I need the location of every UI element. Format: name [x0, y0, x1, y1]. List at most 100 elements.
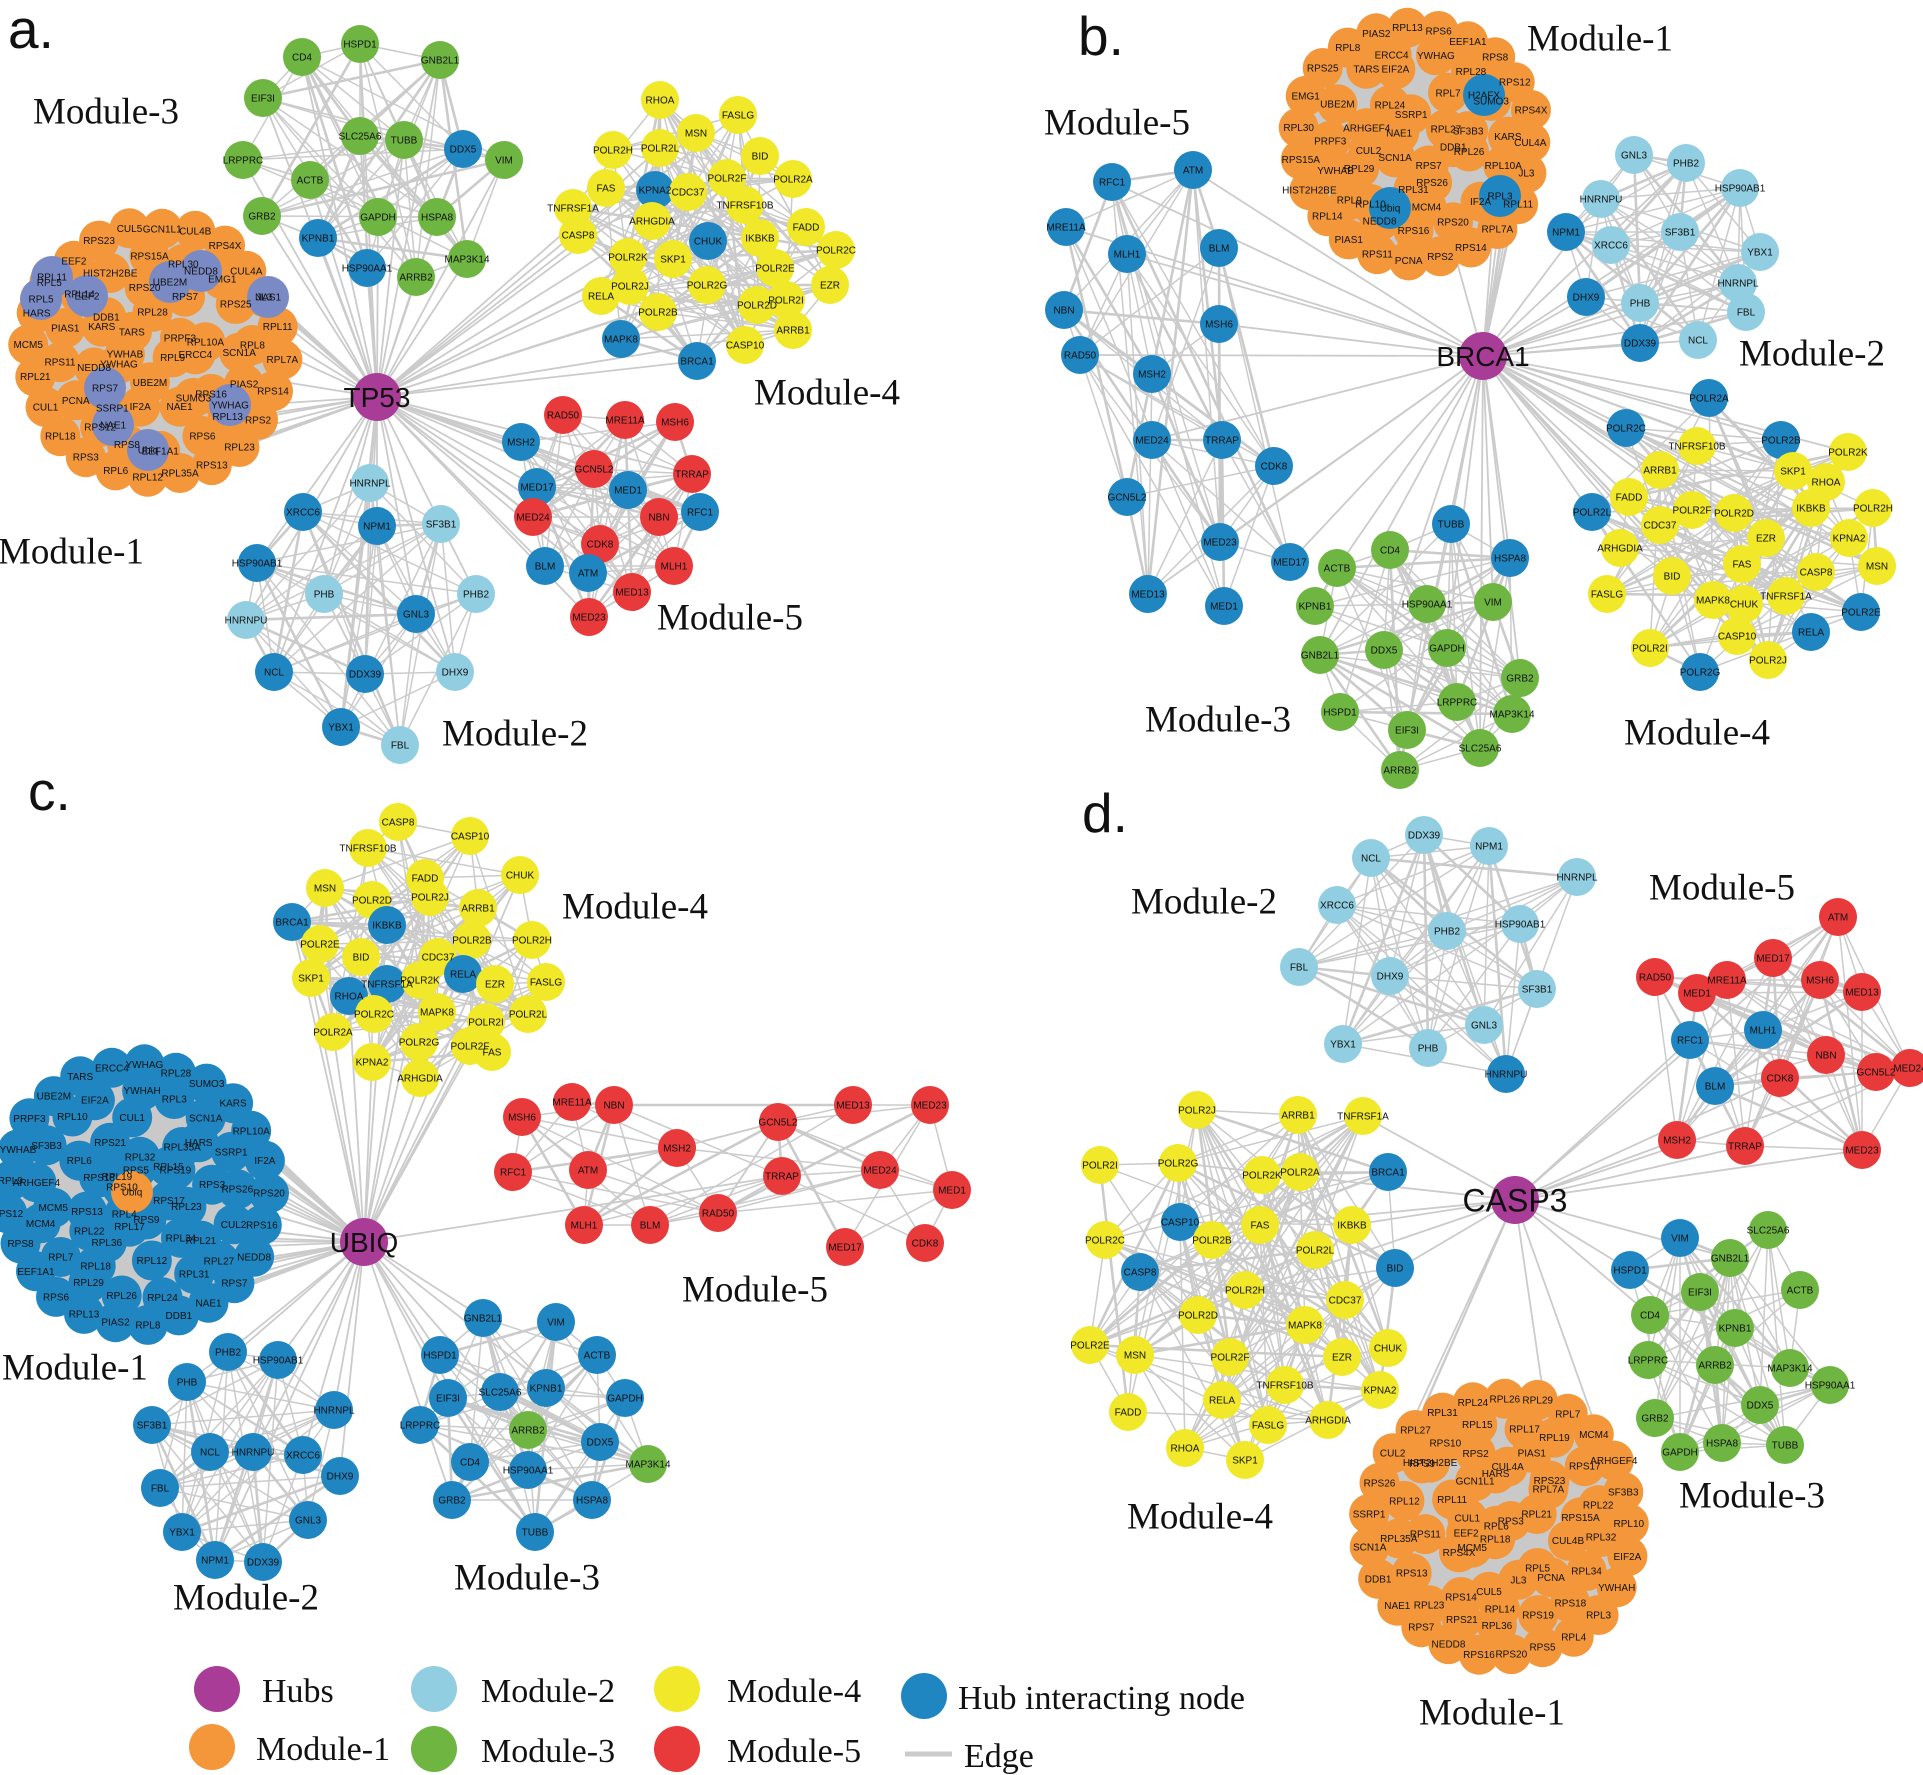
svg-text:RPL32: RPL32 [125, 1152, 156, 1163]
svg-text:RPL7: RPL7 [1435, 88, 1460, 99]
svg-text:RPL11: RPL11 [37, 273, 67, 284]
svg-text:KARS: KARS [1494, 132, 1522, 143]
svg-text:RPL4: RPL4 [1561, 1632, 1586, 1643]
svg-text:RPL6: RPL6 [1484, 1521, 1509, 1532]
svg-text:RPL23: RPL23 [171, 1202, 202, 1213]
svg-text:RPL19: RPL19 [1539, 1433, 1570, 1444]
svg-text:CUL4B: CUL4B [179, 226, 212, 237]
svg-text:CUL4A: CUL4A [1492, 1462, 1525, 1473]
svg-text:TNFRSF1A: TNFRSF1A [1337, 1112, 1389, 1123]
svg-text:CDC37: CDC37 [1329, 1296, 1362, 1307]
svg-text:RPS17: RPS17 [1569, 1462, 1601, 1473]
svg-text:POLR2G: POLR2G [1158, 1159, 1199, 1170]
svg-text:KPNA2: KPNA2 [1364, 1386, 1397, 1397]
svg-text:MCM5: MCM5 [38, 1203, 68, 1214]
svg-text:EZR: EZR [1756, 534, 1776, 545]
svg-text:CDK8: CDK8 [912, 1239, 939, 1250]
svg-text:RPL30: RPL30 [1283, 123, 1314, 134]
svg-text:RPL6: RPL6 [67, 1156, 92, 1167]
svg-text:DDB1: DDB1 [93, 313, 120, 324]
svg-text:Module-1: Module-1 [1527, 18, 1673, 59]
svg-text:POLR2D: POLR2D [1714, 509, 1754, 520]
svg-text:CASP3: CASP3 [1463, 1183, 1568, 1219]
svg-text:RPL13: RPL13 [69, 1309, 100, 1320]
svg-text:IKBKB: IKBKB [1796, 504, 1826, 515]
svg-text:POLR2C: POLR2C [1085, 1236, 1125, 1247]
svg-text:UBIQ: UBIQ [330, 1227, 398, 1258]
svg-text:EEF2: EEF2 [61, 256, 86, 267]
svg-text:TUBB: TUBB [1438, 520, 1465, 531]
svg-text:RPL24: RPL24 [147, 1293, 178, 1304]
svg-text:MSN: MSN [1866, 562, 1888, 573]
svg-text:RPL8: RPL8 [1335, 43, 1360, 54]
svg-text:CUL5: CUL5 [117, 224, 143, 235]
svg-text:POLR2H: POLR2H [512, 936, 552, 947]
svg-text:RPL22: RPL22 [74, 1226, 105, 1237]
svg-text:POLR2A: POLR2A [773, 175, 813, 186]
svg-text:GNB2L1: GNB2L1 [464, 1314, 503, 1325]
svg-text:RPL36: RPL36 [92, 1238, 123, 1249]
svg-text:PCNA: PCNA [1395, 256, 1423, 267]
svg-text:RPL35A: RPL35A [1380, 1534, 1418, 1545]
svg-text:RPS4X: RPS4X [209, 241, 242, 252]
svg-text:Module-4: Module-4 [754, 372, 900, 413]
svg-text:POLR2G: POLR2G [399, 1038, 440, 1049]
svg-text:Module-3: Module-3 [481, 1733, 615, 1770]
svg-text:RPL30: RPL30 [168, 260, 199, 271]
svg-text:Module-4: Module-4 [727, 1673, 861, 1710]
svg-text:POLR2I: POLR2I [1632, 644, 1668, 655]
svg-text:RPS16: RPS16 [1398, 226, 1430, 237]
svg-text:POLR2B: POLR2B [1192, 1236, 1232, 1247]
svg-text:DDX5: DDX5 [1747, 1401, 1774, 1412]
svg-text:GRB2: GRB2 [1506, 674, 1534, 685]
svg-text:RPL10: RPL10 [1614, 1519, 1645, 1530]
svg-text:TRRAP: TRRAP [1205, 436, 1239, 447]
svg-text:POLR2B: POLR2B [452, 936, 492, 947]
svg-text:Module-2: Module-2 [1131, 881, 1277, 922]
svg-text:POLR2C: POLR2C [1606, 424, 1646, 435]
svg-text:RPL12: RPL12 [1389, 1496, 1420, 1507]
svg-text:TARS: TARS [1353, 64, 1379, 75]
svg-text:POLR2E: POLR2E [755, 264, 795, 275]
svg-text:YWHAB: YWHAB [107, 350, 144, 361]
svg-text:HSPD1: HSPD1 [1323, 708, 1357, 719]
svg-text:MED13: MED13 [1131, 590, 1165, 601]
svg-text:EMG1: EMG1 [208, 275, 237, 286]
svg-text:HSP90AB1: HSP90AB1 [1495, 920, 1546, 931]
svg-text:CD4: CD4 [1640, 1311, 1660, 1322]
svg-text:POLR2D: POLR2D [737, 301, 777, 312]
svg-text:ARRB2: ARRB2 [1698, 1361, 1732, 1372]
svg-text:RPS14: RPS14 [257, 387, 289, 398]
svg-text:POLR2E: POLR2E [1070, 1341, 1110, 1352]
svg-text:POLR2A: POLR2A [1689, 394, 1729, 405]
svg-text:SKP1: SKP1 [1780, 467, 1806, 478]
svg-text:RPL18: RPL18 [80, 1261, 111, 1272]
svg-text:RPL10A: RPL10A [187, 338, 225, 349]
svg-text:PCNA: PCNA [1537, 1573, 1565, 1584]
svg-text:FASLG: FASLG [1252, 1421, 1284, 1432]
svg-text:NCL: NCL [264, 668, 284, 679]
svg-text:HIST2H2BE: HIST2H2BE [83, 269, 138, 280]
svg-text:POLR2J: POLR2J [1178, 1106, 1216, 1117]
svg-text:POLR2G: POLR2G [1680, 668, 1721, 679]
svg-text:ARRB2: ARRB2 [399, 273, 433, 284]
svg-text:GAPDH: GAPDH [607, 1394, 643, 1405]
svg-text:CHUK: CHUK [1730, 600, 1759, 611]
svg-text:RPL21: RPL21 [186, 1236, 217, 1247]
svg-text:MSH6: MSH6 [508, 1113, 536, 1124]
svg-text:EIF3I: EIF3I [251, 94, 275, 105]
svg-text:TNFRSF10B: TNFRSF10B [716, 201, 774, 212]
svg-text:RELA: RELA [1798, 628, 1824, 639]
svg-text:GNL3: GNL3 [295, 1516, 322, 1527]
svg-text:MCM5: MCM5 [13, 340, 43, 351]
svg-text:CDC37: CDC37 [422, 953, 455, 964]
svg-text:Module-4: Module-4 [1127, 1496, 1273, 1537]
svg-text:Module-1: Module-1 [1419, 1692, 1565, 1733]
svg-text:RPL24: RPL24 [1375, 101, 1406, 112]
svg-text:NEDD8: NEDD8 [1432, 1640, 1466, 1651]
svg-text:MED1: MED1 [1210, 602, 1238, 613]
svg-text:POLR2B: POLR2B [1761, 436, 1801, 447]
svg-text:RPL11: RPL11 [1503, 200, 1533, 211]
svg-text:NCL: NCL [200, 1448, 220, 1459]
svg-text:RPS12: RPS12 [84, 423, 116, 434]
